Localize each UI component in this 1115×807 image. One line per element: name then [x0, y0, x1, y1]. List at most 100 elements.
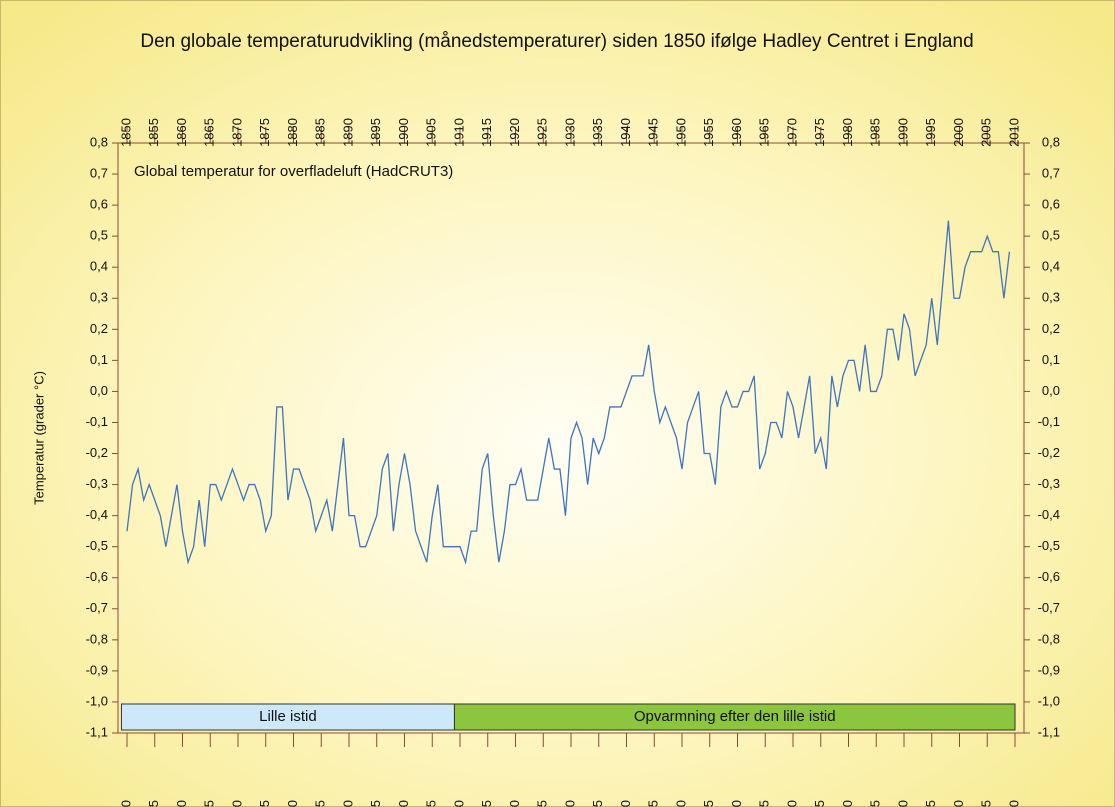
- x-tick-label-bottom: 1910: [451, 800, 466, 807]
- x-tick-label-top: 1975: [812, 118, 827, 147]
- x-tick-label-bottom: 2005: [979, 800, 994, 807]
- x-tick-label-top: 1910: [451, 118, 466, 147]
- y-tick-label-right: -0,7: [1038, 600, 1060, 615]
- x-tick-label-bottom: 1885: [313, 800, 328, 807]
- x-tick-label-bottom: 1865: [202, 800, 217, 807]
- x-tick-label-top: 1985: [868, 118, 883, 147]
- x-tick-label-bottom: 2000: [951, 800, 966, 807]
- y-tick-label-right: 0,2: [1042, 321, 1060, 336]
- y-tick-label-right: 0,8: [1042, 134, 1060, 149]
- y-tick-label-right: 0,6: [1042, 197, 1060, 212]
- x-tick-label-top: 1935: [590, 118, 605, 147]
- x-tick-label-top: 1850: [118, 118, 133, 147]
- y-tick-label-right: -0,2: [1038, 445, 1060, 460]
- y-tick-label: 0,3: [90, 290, 108, 305]
- x-tick-label-bottom: 1930: [562, 800, 577, 807]
- x-tick-label-top: 1945: [646, 118, 661, 147]
- y-tick-label: -0,9: [86, 662, 108, 677]
- x-tick-label-bottom: 1945: [646, 800, 661, 807]
- chart-title: Den globale temperaturudvikling (månedst…: [140, 31, 973, 52]
- x-tick-label-bottom: 1940: [618, 800, 633, 807]
- x-tick-label-bottom: 1900: [396, 800, 411, 807]
- x-tick-label-top: 1955: [701, 118, 716, 147]
- y-tick-label: -0,2: [86, 445, 108, 460]
- y-tick-label: -0,8: [86, 631, 108, 646]
- x-tick-label-bottom: 1860: [174, 800, 189, 807]
- x-tick-label-bottom: 1925: [535, 800, 550, 807]
- x-tick-label-bottom: 1890: [340, 800, 355, 807]
- y-tick-label-right: 0,7: [1042, 165, 1060, 180]
- x-tick-label-bottom: 1905: [424, 800, 439, 807]
- y-tick-label-right: -0,4: [1038, 507, 1060, 522]
- y-axis-label: Temperatur (grader °C): [31, 371, 46, 505]
- y-tick-label-right: 0,1: [1042, 352, 1060, 367]
- y-tick-label-right: 0,4: [1042, 259, 1060, 274]
- y-tick-label-right: -0,6: [1038, 569, 1060, 584]
- x-tick-label-top: 1995: [923, 118, 938, 147]
- y-tick-label-right: -0,8: [1038, 631, 1060, 646]
- y-tick-label: 0,1: [90, 352, 108, 367]
- x-tick-label-bottom: 1920: [507, 800, 522, 807]
- y-tick-label-right: 0,5: [1042, 228, 1060, 243]
- x-tick-label-top: 1890: [340, 118, 355, 147]
- y-tick-label-right: 0,0: [1042, 383, 1060, 398]
- y-tick-label: -0,1: [86, 414, 108, 429]
- x-tick-label-bottom: 1855: [146, 800, 161, 807]
- x-tick-label-top: 1855: [146, 118, 161, 147]
- x-tick-label-bottom: 1980: [840, 800, 855, 807]
- x-tick-label-top: 2010: [1006, 118, 1021, 147]
- x-tick-label-bottom: 1990: [895, 800, 910, 807]
- x-tick-label-top: 1915: [479, 118, 494, 147]
- x-tick-label-top: 1895: [368, 118, 383, 147]
- x-tick-label-bottom: 2010: [1006, 800, 1021, 807]
- x-tick-label-top: 1900: [396, 118, 411, 147]
- x-tick-label-bottom: 1870: [229, 800, 244, 807]
- x-tick-label-top: 1875: [257, 118, 272, 147]
- x-tick-label-top: 1880: [285, 118, 300, 147]
- annotation: Global temperatur for overfladeluft (Had…: [134, 163, 453, 180]
- x-tick-label-bottom: 1965: [757, 800, 772, 807]
- x-tick-label-top: 1940: [618, 118, 633, 147]
- y-tick-label-right: -1,0: [1038, 693, 1060, 708]
- x-tick-label-top: 1930: [562, 118, 577, 147]
- y-tick-label: 0,6: [90, 197, 108, 212]
- x-tick-label-bottom: 1985: [868, 800, 883, 807]
- x-tick-label-top: 1950: [673, 118, 688, 147]
- y-tick-label-right: -0,1: [1038, 414, 1060, 429]
- x-tick-label-top: 1970: [784, 118, 799, 147]
- x-tick-label-top: 1865: [202, 118, 217, 147]
- x-tick-label-top: 1965: [757, 118, 772, 147]
- x-tick-label-bottom: 1895: [368, 800, 383, 807]
- x-tick-label-bottom: 1975: [812, 800, 827, 807]
- period-bar: [453, 703, 1016, 731]
- temperature-line: [126, 220, 1011, 565]
- x-tick-label-bottom: 1915: [479, 800, 494, 807]
- x-tick-label-bottom: 1950: [673, 800, 688, 807]
- y-tick-label: 0,0: [90, 383, 108, 398]
- y-tick-label-right: -0,5: [1038, 538, 1060, 553]
- x-tick-label-top: 1990: [895, 118, 910, 147]
- x-tick-label-bottom: 1970: [784, 800, 799, 807]
- x-tick-label-bottom: 1995: [923, 800, 938, 807]
- y-tick-label-right: -1,1: [1038, 724, 1060, 739]
- y-tick-label: 0,2: [90, 321, 108, 336]
- y-tick-label: -0,7: [86, 600, 108, 615]
- x-tick-label-bottom: 1880: [285, 800, 300, 807]
- x-tick-label-top: 1860: [174, 118, 189, 147]
- y-tick-label: -0,6: [86, 569, 108, 584]
- y-tick-label-right: 0,3: [1042, 290, 1060, 305]
- x-tick-label-bottom: 1875: [257, 800, 272, 807]
- y-tick-label-right: -0,9: [1038, 662, 1060, 677]
- y-tick-label: -1,0: [86, 693, 108, 708]
- y-tick-label: 0,5: [90, 228, 108, 243]
- y-tick-label-right: -0,3: [1038, 476, 1060, 491]
- x-tick-label-top: 1920: [507, 118, 522, 147]
- x-tick-label-bottom: 1955: [701, 800, 716, 807]
- x-tick-label-top: 1885: [313, 118, 328, 147]
- period-label: Opvarmning efter den lille istid: [634, 708, 836, 725]
- x-tick-label-top: 2000: [951, 118, 966, 147]
- y-tick-label: -0,5: [86, 538, 108, 553]
